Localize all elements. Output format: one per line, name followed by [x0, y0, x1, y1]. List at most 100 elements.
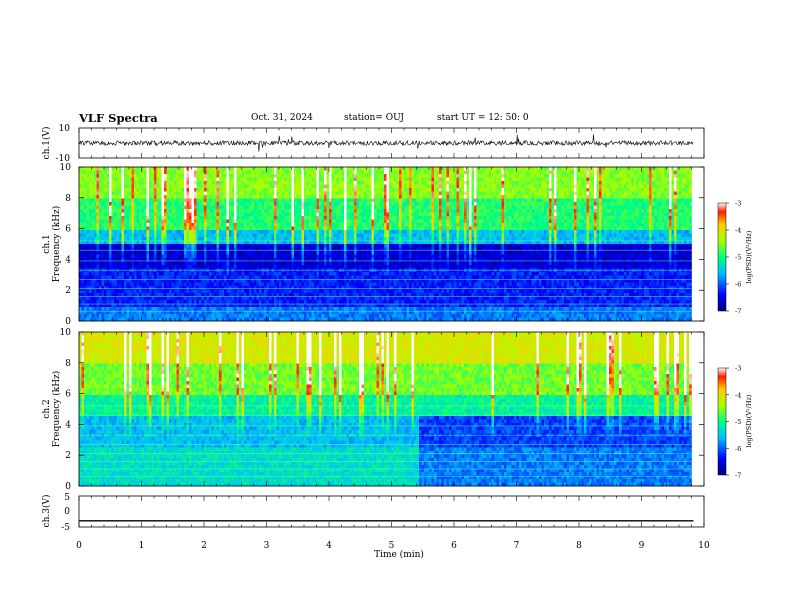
spectrogram-cell — [326, 223, 330, 227]
spectrogram-cell — [134, 272, 137, 276]
spectrogram-cell — [114, 177, 117, 182]
spectrogram-cell — [111, 251, 115, 255]
spectrogram-cell — [209, 237, 212, 241]
spectrogram-cell — [246, 254, 250, 259]
spectrogram-cell — [296, 307, 300, 311]
spectrogram-cell — [259, 167, 262, 171]
spectrogram-cell — [171, 167, 175, 171]
spectrogram-cell — [301, 307, 305, 311]
spectrogram-cell — [304, 261, 307, 266]
spectrogram-cell — [354, 223, 357, 227]
spectrogram-cell — [324, 275, 327, 280]
spectrogram-cell — [324, 254, 327, 259]
spectrogram-cell — [186, 272, 190, 276]
spectrogram-cell — [239, 265, 242, 269]
spectrogram-cell — [221, 233, 225, 238]
spectrogram-cell — [111, 223, 115, 227]
spectrogram-cell — [269, 188, 272, 192]
spectrogram-cell — [341, 314, 345, 318]
spectrogram-cell — [189, 188, 192, 192]
spectrogram-cell — [211, 314, 215, 318]
spectrogram-cell — [231, 289, 235, 294]
spectrogram-cell — [244, 230, 247, 234]
spectrogram-cell — [79, 205, 82, 210]
spectrogram-cell — [141, 293, 145, 297]
spectrogram-cell — [131, 170, 135, 175]
spectrogram-cell — [339, 289, 342, 294]
spectrogram-cell — [144, 314, 147, 318]
spectrogram-cell — [106, 279, 110, 283]
spectrogram-cell — [361, 184, 365, 189]
spectrogram-cell — [276, 251, 280, 255]
spectrogram-cell — [99, 174, 102, 178]
spectrogram-cell — [266, 237, 270, 241]
spectrogram-cell — [149, 265, 152, 269]
spectrogram-cell — [129, 167, 132, 171]
spectrogram-cell — [329, 174, 332, 178]
spectrogram-cell — [136, 272, 140, 276]
spectrogram-cell — [321, 167, 325, 171]
spectrogram-cell — [116, 237, 120, 241]
spectrogram-cell — [134, 212, 137, 217]
spectrogram-cell — [151, 303, 155, 308]
spectrogram-cell — [349, 226, 352, 231]
spectrogram-cell — [249, 296, 252, 301]
spectrogram-cell — [209, 251, 212, 255]
spectrogram-cell — [111, 230, 115, 234]
spectrogram-cell — [109, 261, 112, 266]
spectrogram-cell — [196, 177, 200, 182]
spectrogram-cell — [151, 272, 155, 276]
spectrogram-cell — [81, 230, 85, 234]
spectrogram-cell — [264, 300, 267, 304]
spectrogram-cell — [316, 258, 320, 262]
spectrogram-cell — [289, 209, 292, 213]
spectrogram-cell — [196, 191, 200, 196]
spectrogram-cell — [134, 279, 137, 283]
spectrogram-cell — [136, 265, 140, 269]
spectrogram-cell — [94, 167, 97, 171]
spectrogram-cell — [284, 212, 287, 217]
spectrogram-cell — [339, 198, 342, 203]
spectrogram-cell — [246, 209, 250, 213]
spectrogram-cell — [101, 195, 105, 199]
spectrogram-cell — [336, 237, 340, 241]
spectrogram-cell — [309, 209, 312, 213]
spectrogram-cell — [331, 286, 335, 290]
spectrogram-cell — [154, 184, 157, 189]
spectrogram-cell — [106, 237, 110, 241]
spectrogram-cell — [81, 265, 85, 269]
spectrogram-cell — [151, 265, 155, 269]
spectrogram-cell — [99, 233, 102, 238]
spectrogram-cell — [116, 244, 120, 248]
spectrogram-cell — [129, 258, 132, 262]
spectrogram-cell — [311, 251, 315, 255]
spectrogram-cell — [359, 181, 362, 185]
spectrogram-cell — [344, 261, 347, 266]
spectrogram-cell — [276, 265, 280, 269]
spectrogram-cell — [276, 209, 280, 213]
spectrogram-cell — [194, 167, 197, 171]
spectrogram-cell — [129, 174, 132, 178]
spectrogram-cell — [281, 282, 285, 287]
spectrogram-cell — [346, 223, 350, 227]
spectrogram-cell — [356, 170, 360, 175]
spectrogram-cell — [99, 251, 102, 255]
spectrogram-cell — [214, 244, 217, 248]
spectrogram-cell — [99, 195, 102, 199]
spectrogram-cell — [206, 272, 210, 276]
spectrogram-cell — [286, 307, 290, 311]
spectrogram-cell — [251, 184, 255, 189]
spectrogram-cell — [334, 300, 337, 304]
spectrogram-cell — [291, 289, 295, 294]
spectrogram-cell — [266, 289, 270, 294]
spectrogram-cell — [341, 188, 345, 192]
spectrogram-cell — [89, 198, 92, 203]
spectrogram-cell — [234, 167, 237, 171]
spectrogram-cell — [279, 198, 282, 203]
spectrogram-cell — [266, 307, 270, 311]
spectrogram-cell — [121, 286, 125, 290]
spectrogram-cell — [106, 310, 110, 315]
spectrogram-cell — [354, 174, 357, 178]
spectrogram-cell — [331, 265, 335, 269]
spectrogram-cell — [129, 230, 132, 234]
